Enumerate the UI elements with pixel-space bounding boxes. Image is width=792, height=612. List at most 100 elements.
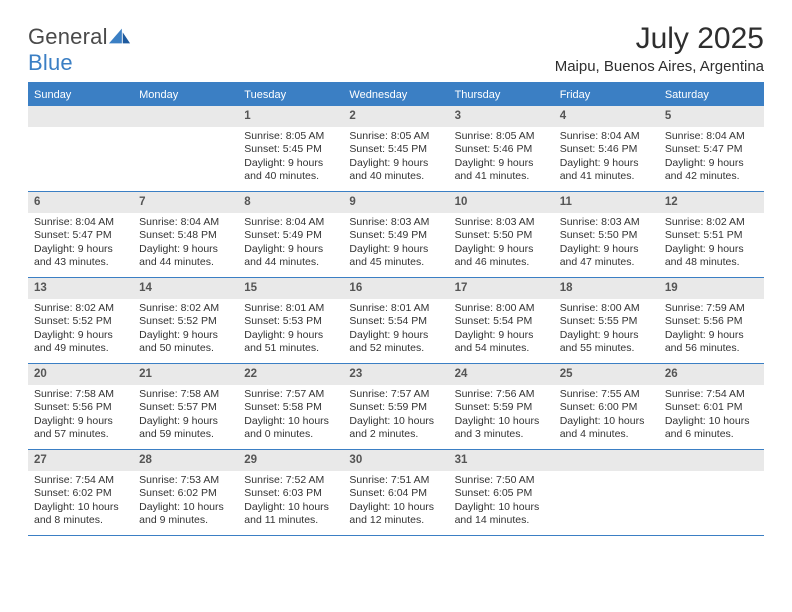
day-cell: 10Sunrise: 8:03 AMSunset: 5:50 PMDayligh…	[449, 192, 554, 277]
day-line: Sunrise: 7:55 AM	[560, 388, 653, 401]
day-line: Sunrise: 8:03 AM	[455, 216, 548, 229]
day-line: Sunset: 5:53 PM	[244, 315, 337, 328]
day-line: Daylight: 9 hours	[349, 329, 442, 342]
day-line: Sunrise: 7:59 AM	[665, 302, 758, 315]
day-line: and 44 minutes.	[244, 256, 337, 269]
day-line: Sunrise: 8:01 AM	[349, 302, 442, 315]
day-cell: 1Sunrise: 8:05 AMSunset: 5:45 PMDaylight…	[238, 106, 343, 191]
day-content: Sunrise: 7:53 AMSunset: 6:02 PMDaylight:…	[133, 471, 238, 532]
day-line: Sunset: 5:46 PM	[560, 143, 653, 156]
day-line: Sunset: 5:56 PM	[665, 315, 758, 328]
day-line: and 52 minutes.	[349, 342, 442, 355]
day-line: Daylight: 9 hours	[34, 329, 127, 342]
day-line: Daylight: 10 hours	[455, 501, 548, 514]
day-number: 6	[28, 192, 133, 213]
day-line: Daylight: 10 hours	[34, 501, 127, 514]
day-line: Daylight: 9 hours	[139, 243, 232, 256]
day-line: Sunset: 5:51 PM	[665, 229, 758, 242]
day-number: 14	[133, 278, 238, 299]
day-line: Sunrise: 7:56 AM	[455, 388, 548, 401]
day-line: Sunset: 5:48 PM	[139, 229, 232, 242]
day-cell: 18Sunrise: 8:00 AMSunset: 5:55 PMDayligh…	[554, 278, 659, 363]
day-line: Daylight: 10 hours	[139, 501, 232, 514]
day-header: Tuesday	[238, 84, 343, 106]
day-content: Sunrise: 8:03 AMSunset: 5:49 PMDaylight:…	[343, 213, 448, 274]
day-line: Daylight: 10 hours	[244, 501, 337, 514]
day-header: Friday	[554, 84, 659, 106]
day-line: Daylight: 10 hours	[455, 415, 548, 428]
day-number: 1	[238, 106, 343, 127]
day-line: Sunset: 6:00 PM	[560, 401, 653, 414]
day-cell: 8Sunrise: 8:04 AMSunset: 5:49 PMDaylight…	[238, 192, 343, 277]
day-line: and 59 minutes.	[139, 428, 232, 441]
day-header: Thursday	[449, 84, 554, 106]
day-content: Sunrise: 8:02 AMSunset: 5:51 PMDaylight:…	[659, 213, 764, 274]
day-content: Sunrise: 8:04 AMSunset: 5:47 PMDaylight:…	[28, 213, 133, 274]
day-content: Sunrise: 7:50 AMSunset: 6:05 PMDaylight:…	[449, 471, 554, 532]
day-number: 22	[238, 364, 343, 385]
day-content: Sunrise: 8:05 AMSunset: 5:45 PMDaylight:…	[238, 127, 343, 188]
day-line: Sunrise: 8:04 AM	[244, 216, 337, 229]
day-line: Daylight: 9 hours	[665, 243, 758, 256]
day-content: Sunrise: 7:57 AMSunset: 5:58 PMDaylight:…	[238, 385, 343, 446]
day-number	[659, 450, 764, 471]
day-line: and 46 minutes.	[455, 256, 548, 269]
day-cell: 19Sunrise: 7:59 AMSunset: 5:56 PMDayligh…	[659, 278, 764, 363]
day-content: Sunrise: 8:04 AMSunset: 5:46 PMDaylight:…	[554, 127, 659, 188]
day-line: Sunset: 5:47 PM	[34, 229, 127, 242]
day-line: and 50 minutes.	[139, 342, 232, 355]
day-cell: 24Sunrise: 7:56 AMSunset: 5:59 PMDayligh…	[449, 364, 554, 449]
day-line: Daylight: 9 hours	[244, 157, 337, 170]
day-cell: 25Sunrise: 7:55 AMSunset: 6:00 PMDayligh…	[554, 364, 659, 449]
day-cell: 7Sunrise: 8:04 AMSunset: 5:48 PMDaylight…	[133, 192, 238, 277]
day-line: and 43 minutes.	[34, 256, 127, 269]
day-cell	[554, 450, 659, 535]
day-line: Sunrise: 8:05 AM	[455, 130, 548, 143]
day-line: and 49 minutes.	[34, 342, 127, 355]
day-content: Sunrise: 8:05 AMSunset: 5:46 PMDaylight:…	[449, 127, 554, 188]
day-line: Daylight: 9 hours	[455, 243, 548, 256]
day-line: and 11 minutes.	[244, 514, 337, 527]
day-number: 17	[449, 278, 554, 299]
day-number: 18	[554, 278, 659, 299]
day-cell: 28Sunrise: 7:53 AMSunset: 6:02 PMDayligh…	[133, 450, 238, 535]
day-cell	[28, 106, 133, 191]
day-line: and 4 minutes.	[560, 428, 653, 441]
day-line: and 9 minutes.	[139, 514, 232, 527]
day-content: Sunrise: 8:04 AMSunset: 5:49 PMDaylight:…	[238, 213, 343, 274]
day-line: Daylight: 10 hours	[349, 501, 442, 514]
day-number: 26	[659, 364, 764, 385]
day-cell: 29Sunrise: 7:52 AMSunset: 6:03 PMDayligh…	[238, 450, 343, 535]
day-line: and 57 minutes.	[34, 428, 127, 441]
day-line: and 55 minutes.	[560, 342, 653, 355]
day-line: Sunset: 5:46 PM	[455, 143, 548, 156]
day-line: Daylight: 9 hours	[34, 243, 127, 256]
day-line: Sunset: 6:04 PM	[349, 487, 442, 500]
day-line: Sunrise: 8:02 AM	[139, 302, 232, 315]
day-cell: 16Sunrise: 8:01 AMSunset: 5:54 PMDayligh…	[343, 278, 448, 363]
week-row: 20 Sunrise: 7:58 AM Sunset: 5:56 PM Dayligh…	[28, 364, 764, 450]
day-cell: 11Sunrise: 8:03 AMSunset: 5:50 PMDayligh…	[554, 192, 659, 277]
day-line: Daylight: 9 hours	[665, 329, 758, 342]
logo: GeneralBlue	[28, 24, 131, 76]
day-line: Sunrise: 8:04 AM	[34, 216, 127, 229]
day-line: Sunset: 5:58 PM	[244, 401, 337, 414]
day-line: Sunrise: 7:58 AM	[139, 388, 232, 401]
day-line: Daylight: 9 hours	[560, 243, 653, 256]
day-number: 28	[133, 450, 238, 471]
day-line: Sunrise: 8:02 AM	[34, 302, 127, 315]
day-number: 20	[28, 364, 133, 385]
day-line: Sunset: 6:03 PM	[244, 487, 337, 500]
day-number: 23	[343, 364, 448, 385]
day-cell: 4Sunrise: 8:04 AMSunset: 5:46 PMDaylight…	[554, 106, 659, 191]
day-line: Daylight: 10 hours	[244, 415, 337, 428]
day-line: Sunset: 5:56 PM	[34, 401, 127, 414]
day-content	[133, 127, 238, 134]
day-number: 8	[238, 192, 343, 213]
day-content: Sunrise: 7:58 AMSunset: 5:57 PMDaylight:…	[133, 385, 238, 446]
day-line: Sunset: 5:52 PM	[139, 315, 232, 328]
day-line: Sunrise: 7:54 AM	[34, 474, 127, 487]
day-content: Sunrise: 8:04 AMSunset: 5:47 PMDaylight:…	[659, 127, 764, 188]
day-cell: 17Sunrise: 8:00 AMSunset: 5:54 PMDayligh…	[449, 278, 554, 363]
day-cell: 31Sunrise: 7:50 AMSunset: 6:05 PMDayligh…	[449, 450, 554, 535]
